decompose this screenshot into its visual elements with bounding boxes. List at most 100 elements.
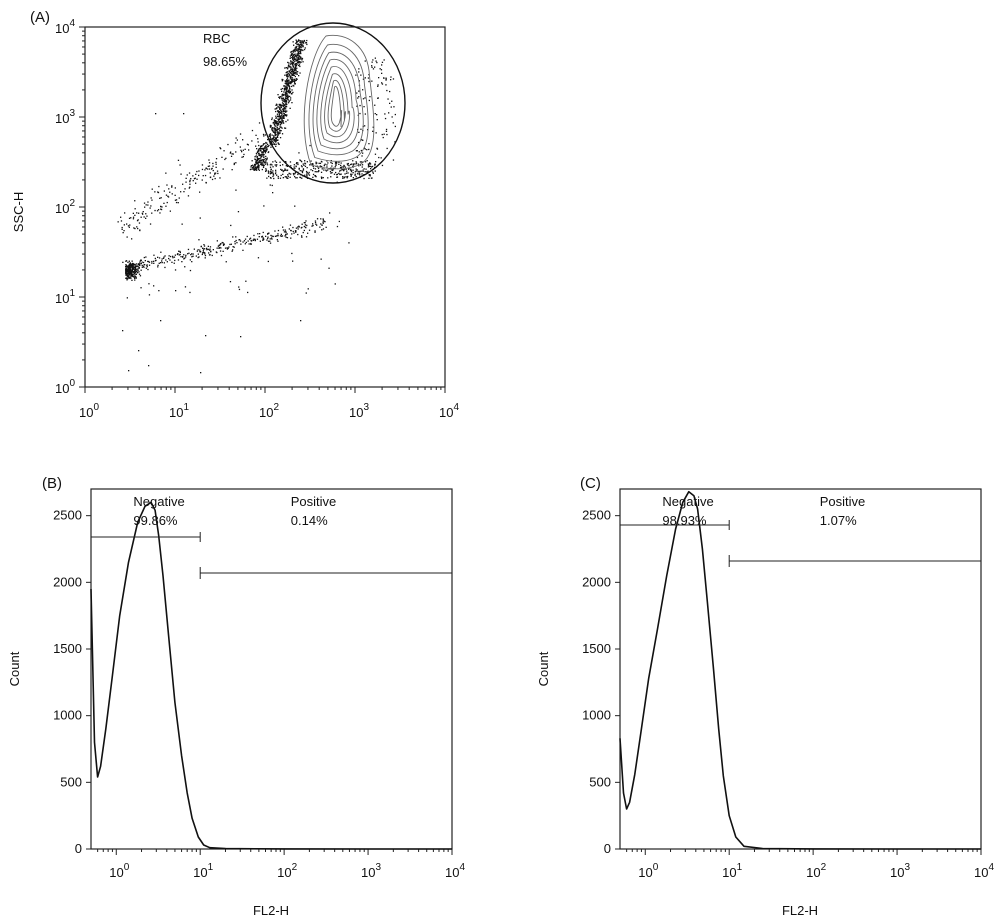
event-dot [279,108,281,110]
event-dot [220,247,222,249]
event-dot [262,239,264,241]
event-dot [303,225,305,228]
event-dot [131,271,133,273]
event-dot [284,110,286,112]
event-dot [262,143,265,145]
panel-c-y-tick-label: 500 [589,774,611,789]
event-dot [169,210,171,212]
event-dot [268,134,271,136]
event-dot [194,177,196,179]
event-dot [263,149,265,151]
event-dot [293,57,295,59]
event-dot [135,273,137,275]
event-dot [276,123,279,125]
event-dot [132,267,134,269]
event-dot [257,233,259,235]
event-dot [232,153,234,155]
event-dot [255,145,257,147]
event-dot [263,156,265,158]
event-dot [336,174,338,176]
event-dot [132,268,135,270]
event-dot [371,61,373,63]
event-dot [235,239,237,242]
event-dot [284,86,286,88]
event-dot [226,247,228,249]
event-dot [352,165,354,167]
event-dot [127,267,129,269]
event-dot [394,113,396,116]
event-dot [263,160,265,162]
event-dot [292,91,294,94]
event-dot [298,152,300,154]
event-dot [285,87,287,89]
event-dot [305,292,307,294]
event-dot [195,255,197,257]
event-dot [268,175,270,178]
event-dot [175,290,177,292]
event-dot [361,155,363,157]
density-contour [303,34,375,170]
event-dot [314,221,317,224]
event-dot [381,133,383,136]
event-dot [327,169,329,171]
event-dot [275,104,277,106]
event-dot [291,62,294,64]
event-dot [133,264,135,266]
event-dot [220,254,223,257]
panel-b-plot-frame [90,488,453,850]
panel-a-x-tick-label: 103 [349,402,369,420]
event-dot [262,166,265,168]
rbc-gate-percent: 98.65% [203,54,248,69]
event-dot [255,163,257,165]
event-dot [254,169,257,171]
event-dot [254,164,256,166]
event-dot [299,46,301,49]
event-dot [143,202,146,204]
event-dot [211,167,213,170]
event-dot [331,162,333,165]
event-dot [285,86,287,88]
event-dot [275,139,277,141]
event-dot [135,263,138,265]
event-dot [303,222,305,224]
event-dot [355,150,358,152]
event-dot [138,212,140,214]
event-dot [302,163,304,165]
event-dot [361,173,363,175]
event-dot [291,71,294,73]
event-dot [354,171,356,173]
event-dot [258,152,260,155]
event-dot [254,238,256,240]
event-dot [282,115,284,117]
event-dot [134,269,136,272]
event-dot [292,58,294,60]
event-dot [260,159,262,161]
event-dot [164,266,166,269]
event-dot [290,237,292,239]
panel-a-x-axis: 100 101 102 103 104 [79,387,459,420]
event-dot [288,85,290,87]
event-dot [242,149,244,151]
event-dot [294,173,296,175]
event-dot [264,158,267,160]
event-dot [264,150,266,152]
event-dot [135,270,138,272]
event-dot [358,151,360,153]
event-dot [131,274,133,276]
event-dot [385,130,388,132]
event-dot [256,159,258,162]
event-dot [295,78,297,80]
event-dot [231,153,233,155]
event-dot [298,226,300,228]
event-dot [281,78,283,81]
event-dot [296,67,298,69]
event-dot [247,240,249,242]
event-dot [368,148,370,151]
event-dot [355,162,358,164]
event-dot [242,249,244,251]
event-dot [125,266,127,268]
event-dot [290,68,292,70]
event-dot [279,103,281,106]
event-dot [222,243,225,246]
event-dot [286,114,288,116]
